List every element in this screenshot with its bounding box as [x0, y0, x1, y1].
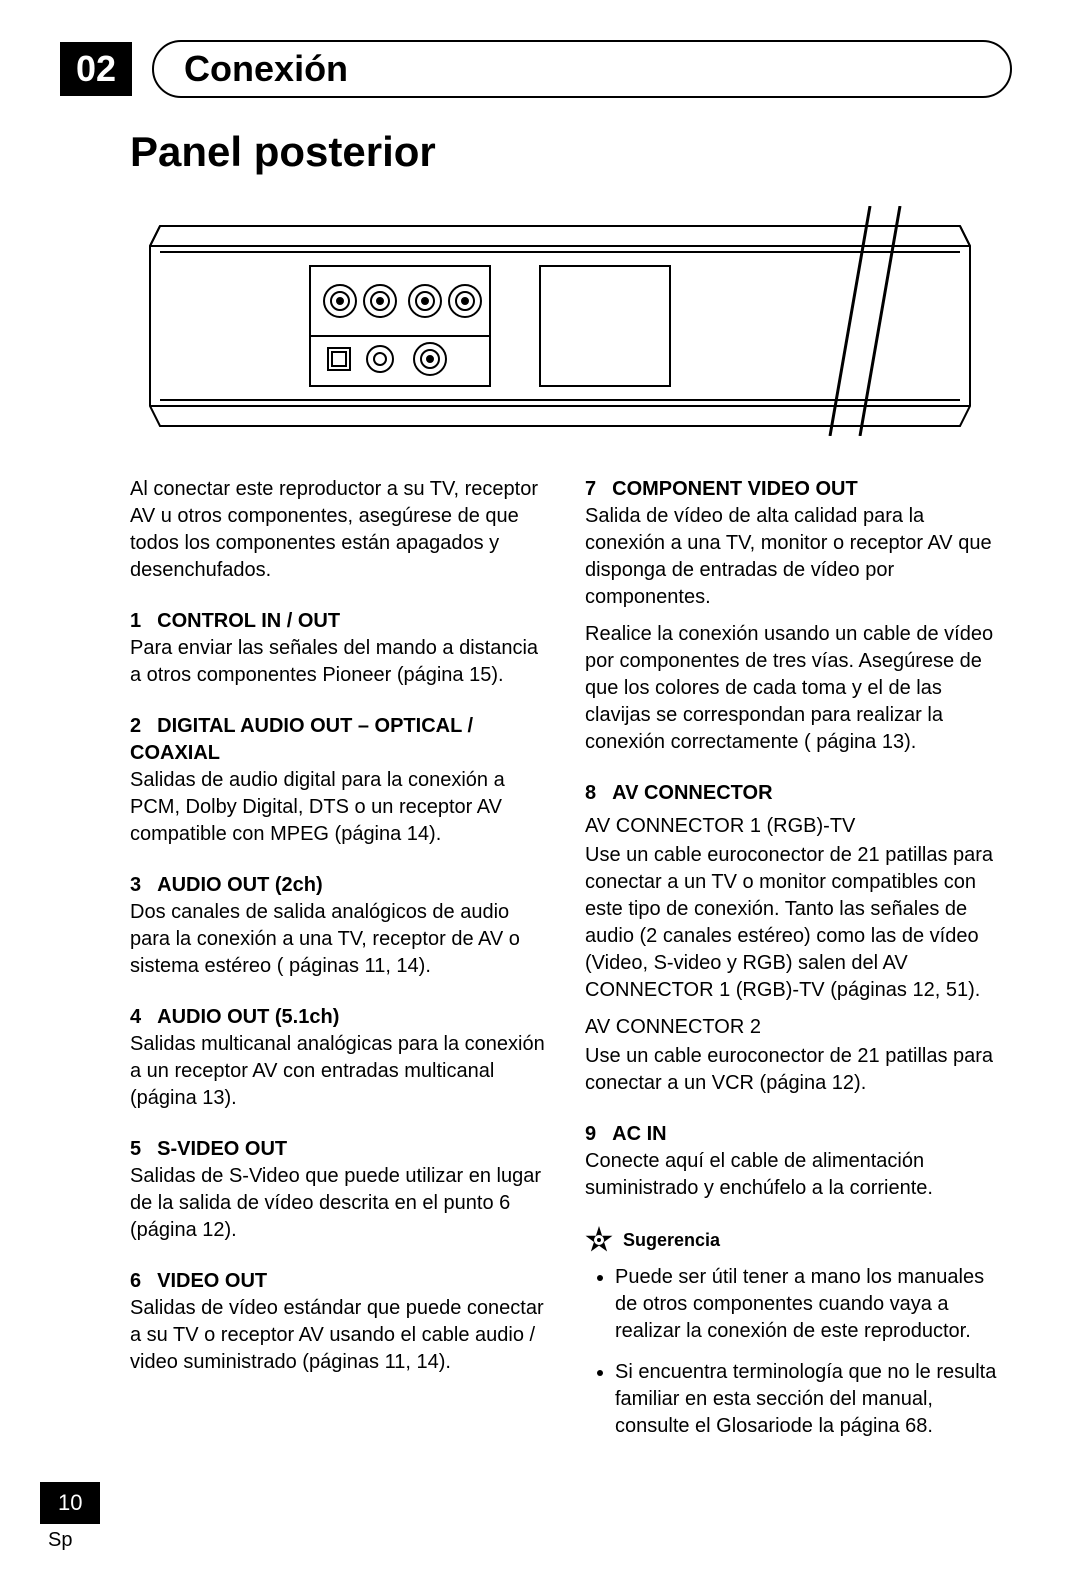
tip-bullet: Si encuentra terminología que no le resu… — [615, 1359, 1000, 1440]
intro-text: Al conectar este reproductor a su TV, re… — [130, 476, 545, 584]
item-title: AV CONNECTOR — [612, 782, 772, 804]
item-body: Use un cable euroconector de 21 patillas… — [585, 1043, 1000, 1097]
list-item: 1 CONTROL IN / OUT Para enviar las señales… — [130, 608, 545, 689]
item-number: 2 — [130, 715, 141, 737]
item-title: VIDEO OUT — [157, 1270, 267, 1292]
chapter-header: 02 Conexión — [60, 40, 1020, 98]
item-body: Salidas de S-Video que puede utilizar en… — [130, 1163, 545, 1244]
item-title: S-VIDEO OUT — [157, 1138, 287, 1160]
left-column: Al conectar este reproductor a su TV, re… — [130, 476, 545, 1454]
item-body: Dos canales de salida analógicos de audi… — [130, 899, 545, 980]
item-number: 3 — [130, 874, 141, 896]
item-title: CONTROL IN / OUT — [157, 610, 340, 632]
item-body: Salida de vídeo de alta calidad para la … — [585, 503, 1000, 611]
item-body: Para enviar las señales del mando a dist… — [130, 635, 545, 689]
item-body: Use un cable euroconector de 21 patillas… — [585, 842, 1000, 1004]
item-number: 5 — [130, 1138, 141, 1160]
list-item: 7 COMPONENT VIDEO OUT Salida de vídeo de a… — [585, 476, 1000, 756]
section-title: Panel posterior — [130, 128, 1020, 176]
item-body: Salidas de audio digital para la conexió… — [130, 767, 545, 848]
list-item: 4 AUDIO OUT (5.1ch) Salidas multicanal ana… — [130, 1004, 545, 1112]
list-item: 8AV CONNECTORAV CONNECTOR 1 (RGB)-TVUse … — [585, 780, 1000, 1097]
item-title: AUDIO OUT (5.1ch) — [157, 1006, 339, 1028]
tip-list: Puede ser útil tener a mano los manuales… — [585, 1264, 1000, 1440]
item-body: Salidas de vídeo estándar que puede cone… — [130, 1295, 545, 1376]
item-number: 6 — [130, 1270, 141, 1292]
item-title: AUDIO OUT (2ch) — [157, 874, 323, 896]
tip-section: Sugerencia Puede ser útil tener a mano l… — [585, 1226, 1000, 1440]
sub-heading: AV CONNECTOR 1 (RGB)-TV — [585, 813, 1000, 840]
item-body: Conecte aquí el cable de alimentación su… — [585, 1148, 1000, 1202]
chapter-number: 02 — [60, 42, 132, 96]
item-number: 1 — [130, 610, 141, 632]
chapter-title-pill: Conexión — [152, 40, 1012, 98]
content-columns: Al conectar este reproductor a su TV, re… — [130, 476, 1000, 1454]
item-title: AC IN — [612, 1123, 666, 1145]
right-column: 7 COMPONENT VIDEO OUT Salida de vídeo de a… — [585, 476, 1000, 1454]
list-item: 6 VIDEO OUT Salidas de vídeo estándar que … — [130, 1268, 545, 1376]
item-number: 8 — [585, 782, 596, 804]
item-number: 9 — [585, 1123, 596, 1145]
sub-heading: AV CONNECTOR 2 — [585, 1014, 1000, 1041]
page-number: 10 — [40, 1482, 100, 1524]
item-body-extra: Realice la conexión usando un cable de v… — [585, 621, 1000, 756]
list-item: 3 AUDIO OUT (2ch) Dos canales de salida an… — [130, 872, 545, 980]
item-body: Salidas multicanal analógicas para la co… — [130, 1031, 545, 1112]
item-title: DIGITAL AUDIO OUT – OPTICAL / COAXIAL — [130, 715, 473, 764]
rear-panel-diagram — [130, 206, 960, 436]
chapter-title: Conexión — [184, 48, 348, 89]
page-footer: 10 Sp — [40, 1484, 1020, 1544]
item-number: 7 — [585, 478, 596, 500]
tip-bullet: Puede ser útil tener a mano los manuales… — [615, 1264, 1000, 1345]
list-item: 5 S-VIDEO OUT Salidas de S-Video que puede… — [130, 1136, 545, 1244]
tip-label: Sugerencia — [623, 1228, 720, 1252]
language-code: Sp — [48, 1529, 72, 1552]
list-item: 2DIGITAL AUDIO OUT – OPTICAL / COAXIALSa… — [130, 713, 545, 848]
tip-star-icon — [585, 1226, 613, 1254]
item-number: 4 — [130, 1006, 141, 1028]
list-item: 9 AC IN Conecte aquí el cable de alimentac… — [585, 1121, 1000, 1202]
item-title: COMPONENT VIDEO OUT — [612, 478, 858, 500]
